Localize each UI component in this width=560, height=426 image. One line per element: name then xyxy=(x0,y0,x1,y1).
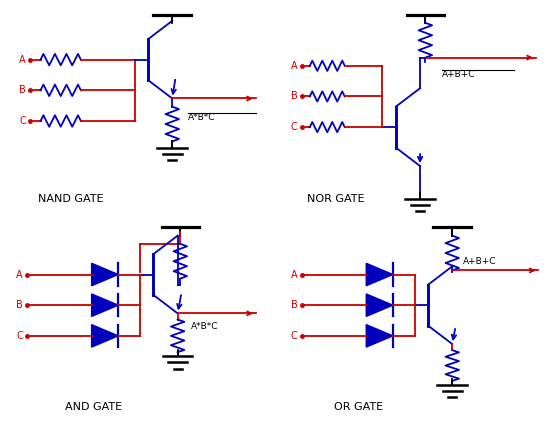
Text: A*B*C: A*B*C xyxy=(188,113,216,122)
Text: B: B xyxy=(19,85,26,95)
Text: A+B+C: A+B+C xyxy=(441,70,475,79)
Text: A: A xyxy=(16,270,23,279)
Text: B: B xyxy=(16,300,23,310)
Text: A+B+C: A+B+C xyxy=(463,257,497,266)
Text: B: B xyxy=(291,92,298,101)
Text: A: A xyxy=(291,270,297,279)
Text: OR GATE: OR GATE xyxy=(334,403,383,412)
Polygon shape xyxy=(92,294,118,317)
Text: C: C xyxy=(291,331,298,341)
Polygon shape xyxy=(92,325,118,347)
Text: C: C xyxy=(291,122,298,132)
Text: A*B*C: A*B*C xyxy=(191,322,218,331)
Polygon shape xyxy=(366,263,393,286)
Polygon shape xyxy=(366,294,393,317)
Text: C: C xyxy=(16,331,23,341)
Text: A: A xyxy=(291,61,297,71)
Text: C: C xyxy=(19,116,26,126)
Text: B: B xyxy=(291,300,298,310)
Text: AND GATE: AND GATE xyxy=(65,403,122,412)
Text: NAND GATE: NAND GATE xyxy=(38,194,104,204)
Polygon shape xyxy=(92,263,118,286)
Text: A: A xyxy=(19,55,26,65)
Text: NOR GATE: NOR GATE xyxy=(307,194,365,204)
Polygon shape xyxy=(366,325,393,347)
